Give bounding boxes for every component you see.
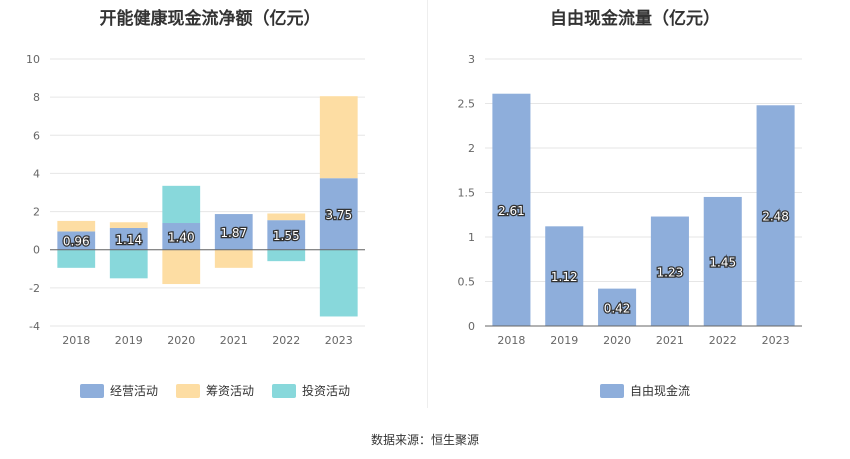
- y-tick-label: 0: [33, 244, 40, 257]
- bar-1: [267, 213, 306, 221]
- bar-0: [492, 93, 531, 327]
- x-tick-label: 2018: [62, 334, 90, 347]
- y-tick-label: -2: [29, 282, 40, 295]
- bar-2: [267, 249, 306, 262]
- legend-label: 筹资活动: [206, 384, 255, 398]
- legend-swatch: [272, 383, 297, 398]
- legend-swatch: [80, 383, 104, 398]
- legend-item[interactable]: 自由现金流: [600, 382, 690, 399]
- y-tick-label: 2: [33, 206, 40, 219]
- x-tick-label: 2018: [497, 334, 525, 347]
- bar-1: [214, 249, 253, 268]
- data-label: 1.12: [551, 270, 578, 284]
- right-chart-title: 自由现金流量（亿元）: [550, 9, 720, 29]
- legend-item[interactable]: 筹资活动: [176, 382, 254, 399]
- free-cash-flow-chart: 0 0.5 1 1.5 2 2.5 3 2018 2019 2020 2021 2022 2023 2.6…: [458, 53, 802, 347]
- bar-0: [109, 227, 148, 250]
- bar-2: [162, 185, 201, 224]
- bar-0: [545, 226, 584, 326]
- bar-2: [109, 249, 148, 279]
- data-label: 0.42: [604, 301, 631, 315]
- bar-0: [214, 214, 253, 250]
- legend-item[interactable]: 经营活动: [80, 382, 158, 399]
- data-label: 1.23: [657, 265, 684, 279]
- legend-swatch: [176, 383, 201, 398]
- bar-1: [162, 249, 201, 285]
- y-tick-label: 0.5: [458, 276, 476, 289]
- bar-0: [650, 216, 689, 326]
- x-tick-label: 2019: [550, 334, 578, 347]
- data-label: 2.61: [498, 204, 525, 218]
- y-tick-label: 0: [468, 320, 475, 333]
- bar-0: [57, 231, 96, 250]
- data-label: 1.14: [115, 233, 142, 247]
- bar-1: [57, 220, 96, 232]
- y-tick-label: 1.5: [458, 187, 476, 200]
- data-label: 1.55: [273, 229, 300, 243]
- bar-0: [703, 196, 742, 326]
- bar-2: [57, 249, 96, 268]
- legend-swatch: [600, 383, 624, 398]
- y-tick-label: 10: [26, 53, 40, 66]
- legend-label: 自由现金流: [630, 384, 691, 398]
- bar-0: [319, 178, 358, 250]
- x-tick-label: 2022: [272, 334, 300, 347]
- x-tick-label: 2021: [220, 334, 248, 347]
- data-label: 3.75: [325, 208, 352, 222]
- bar-0: [756, 105, 795, 326]
- right-legend: 自由现金流: [600, 382, 708, 399]
- data-label: 1.40: [168, 230, 195, 244]
- x-tick-label: 2020: [167, 334, 195, 347]
- x-tick-label: 2022: [709, 334, 737, 347]
- data-label: 0.96: [63, 235, 90, 249]
- legend-item[interactable]: 投资活动: [272, 382, 350, 399]
- data-source: 数据来源：恒生聚源: [370, 433, 479, 447]
- legend-label: 投资活动: [302, 384, 351, 398]
- left-legend: 经营活动 筹资活动 投资活动: [80, 382, 368, 399]
- y-tick-label: 1: [468, 231, 475, 244]
- chart-divider: [427, 0, 428, 408]
- y-tick-label: 2.5: [458, 98, 476, 111]
- legend-label: 经营活动: [110, 384, 159, 398]
- bar-1: [109, 222, 148, 228]
- x-tick-label: 2020: [603, 334, 631, 347]
- bar-2: [319, 249, 358, 317]
- y-tick-label: 8: [33, 91, 40, 104]
- bar-0: [162, 223, 201, 250]
- bar-1: [319, 96, 358, 179]
- x-tick-label: 2021: [656, 334, 684, 347]
- y-tick-label: 3: [468, 53, 475, 66]
- y-tick-label: 2: [468, 142, 475, 155]
- data-label: 2.48: [762, 210, 789, 224]
- x-tick-label: 2019: [115, 334, 143, 347]
- left-chart-title: 开能健康现金流净额（亿元）: [99, 9, 321, 29]
- y-tick-label: 4: [33, 167, 40, 180]
- y-tick-label: -4: [29, 320, 40, 333]
- data-label: 1.87: [220, 226, 247, 240]
- bar-0: [267, 220, 306, 250]
- data-label: 1.45: [709, 255, 736, 269]
- bar-0: [598, 288, 637, 326]
- y-tick-label: 6: [33, 129, 40, 142]
- x-tick-label: 2023: [762, 334, 790, 347]
- cash-flow-chart: -4 -2 0 2 4 6 8 10 2018 2019 2020 2021 2022 2023 0.96 1…: [26, 53, 365, 347]
- x-tick-label: 2023: [325, 334, 353, 347]
